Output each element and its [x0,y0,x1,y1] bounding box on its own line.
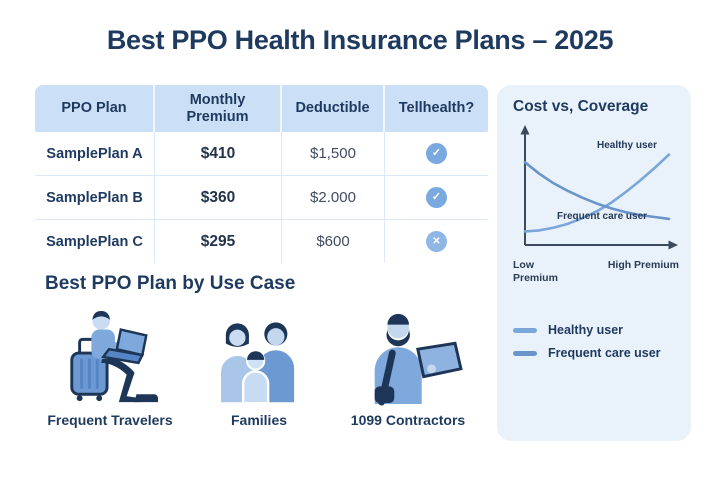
plan-deductible: $1,500 [282,132,385,175]
healthy-user-curve-label: Healthy user [596,140,657,151]
plan-premium: $295 [155,220,282,263]
x-axis-label-low: Low Premium [513,259,558,285]
healthy-user-curve [523,153,671,233]
traveler-suitcase-laptop-illustration [70,310,159,403]
plan-premium: $410 [155,132,282,175]
y-axis-arrow-icon [520,125,530,135]
column-header-monthly-premium: Monthly Premium [155,85,282,132]
frequent-care-user-curve-label: Frequent care user [557,211,648,222]
use-case-label: 1099 Contractors [350,412,466,428]
telehealth-check-icon: ✓ [426,187,447,208]
legend-item-healthy: Healthy user [513,323,679,337]
page-title: Best PPO Health Insurance Plans – 2025 [106,25,614,55]
cost-vs-coverage-panel: Cost vs, Coverage Healthy user Frequent … [497,85,691,441]
plan-name: SamplePlan C [35,220,155,263]
plan-premium: $360 [155,176,282,219]
legend-item-frequent: Frequent care user [513,346,679,360]
plan-comparison-table: PPO Plan Monthly Premium Deductible Tell… [35,85,488,263]
use-case-heading: Best PPO Plan by Use Case [45,273,296,294]
column-header-deductible: Deductible [282,85,385,132]
frequent-care-user-line-swatch [513,351,537,356]
use-case-frequent-travelers: Frequent Travelers [30,308,190,428]
chart-title: Cost vs, Coverage [513,98,649,115]
use-case-label: Frequent Travelers [47,412,173,428]
table-row: SamplePlan A $410 $1,500 ✓ [35,132,488,176]
healthy-user-line-swatch [513,328,537,333]
x-axis-labels: Low Premium High Premium [513,259,679,285]
family-illustration [218,322,296,405]
legend-label: Healthy user [548,323,624,338]
contractor-tablet-illustration [374,313,463,406]
telehealth-cross-icon: ✕ [426,231,447,252]
column-header-ppo-plan: PPO Plan [35,85,155,132]
plan-deductible: $600 [282,220,385,263]
line-chart: Healthy user Frequent care user [513,121,679,255]
use-case-label: Families [230,412,288,428]
frequent-care-user-curve [523,160,671,221]
table-row: SamplePlan C $295 $600 ✕ [35,220,488,263]
plan-name: SamplePlan A [35,132,155,175]
table-row: SamplePlan B $360 $2.000 ✓ [35,176,488,220]
use-case-1099-contractors: 1099 Contractors [328,308,488,428]
table-header-row: PPO Plan Monthly Premium Deductible Tell… [35,85,488,132]
x-axis-label-high: High Premium [607,259,679,271]
use-case-row: Frequent Travelers Families [30,308,488,428]
column-header-telehealth: Tellhealth? [398,100,475,117]
plan-deductible: $2.000 [282,176,385,219]
plan-name: SamplePlan B [35,176,155,219]
x-axis-arrow-icon [668,240,678,250]
use-case-families: Families [197,308,322,428]
chart-legend: Healthy user Frequent care user [513,323,679,360]
telehealth-check-icon: ✓ [426,143,447,164]
line-chart-canvas [520,125,678,250]
legend-label: Frequent care user [548,346,661,361]
